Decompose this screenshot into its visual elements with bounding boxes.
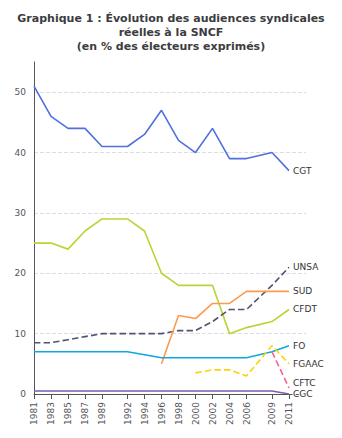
svg-text:1983: 1983 (46, 402, 56, 425)
svg-text:1985: 1985 (63, 402, 73, 425)
svg-text:10: 10 (15, 329, 27, 339)
svg-text:1994: 1994 (140, 402, 150, 425)
svg-text:2000: 2000 (191, 402, 201, 425)
svg-text:2009: 2009 (267, 402, 277, 425)
svg-text:CGT: CGT (293, 166, 312, 176)
svg-text:2002: 2002 (208, 402, 218, 425)
svg-text:CFDT: CFDT (293, 304, 317, 314)
svg-text:0: 0 (20, 389, 26, 399)
svg-text:2004: 2004 (225, 402, 235, 425)
svg-text:1996: 1996 (157, 402, 167, 425)
svg-text:FGAAC: FGAAC (293, 359, 324, 369)
svg-text:CGC: CGC (293, 389, 313, 399)
svg-text:(en % des électeurs exprimés): (en % des électeurs exprimés) (77, 40, 265, 53)
svg-text:1989: 1989 (97, 402, 107, 425)
svg-text:40: 40 (15, 148, 27, 158)
svg-text:Graphique 1 : Évolution des au: Graphique 1 : Évolution des audiences sy… (17, 12, 325, 25)
svg-text:FO: FO (293, 341, 305, 351)
svg-text:SUD: SUD (293, 286, 312, 296)
svg-text:20: 20 (15, 268, 27, 278)
svg-text:UNSA: UNSA (293, 262, 319, 272)
svg-text:2011: 2011 (284, 402, 294, 425)
svg-text:2006: 2006 (242, 402, 252, 425)
svg-text:CFTC: CFTC (293, 378, 316, 388)
svg-text:1992: 1992 (123, 402, 133, 425)
svg-text:1987: 1987 (80, 402, 90, 425)
svg-text:réelles à la SNCF: réelles à la SNCF (119, 26, 224, 39)
svg-text:1981: 1981 (29, 402, 39, 425)
svg-text:50: 50 (15, 87, 27, 97)
svg-text:1998: 1998 (174, 402, 184, 425)
svg-text:30: 30 (15, 208, 27, 218)
